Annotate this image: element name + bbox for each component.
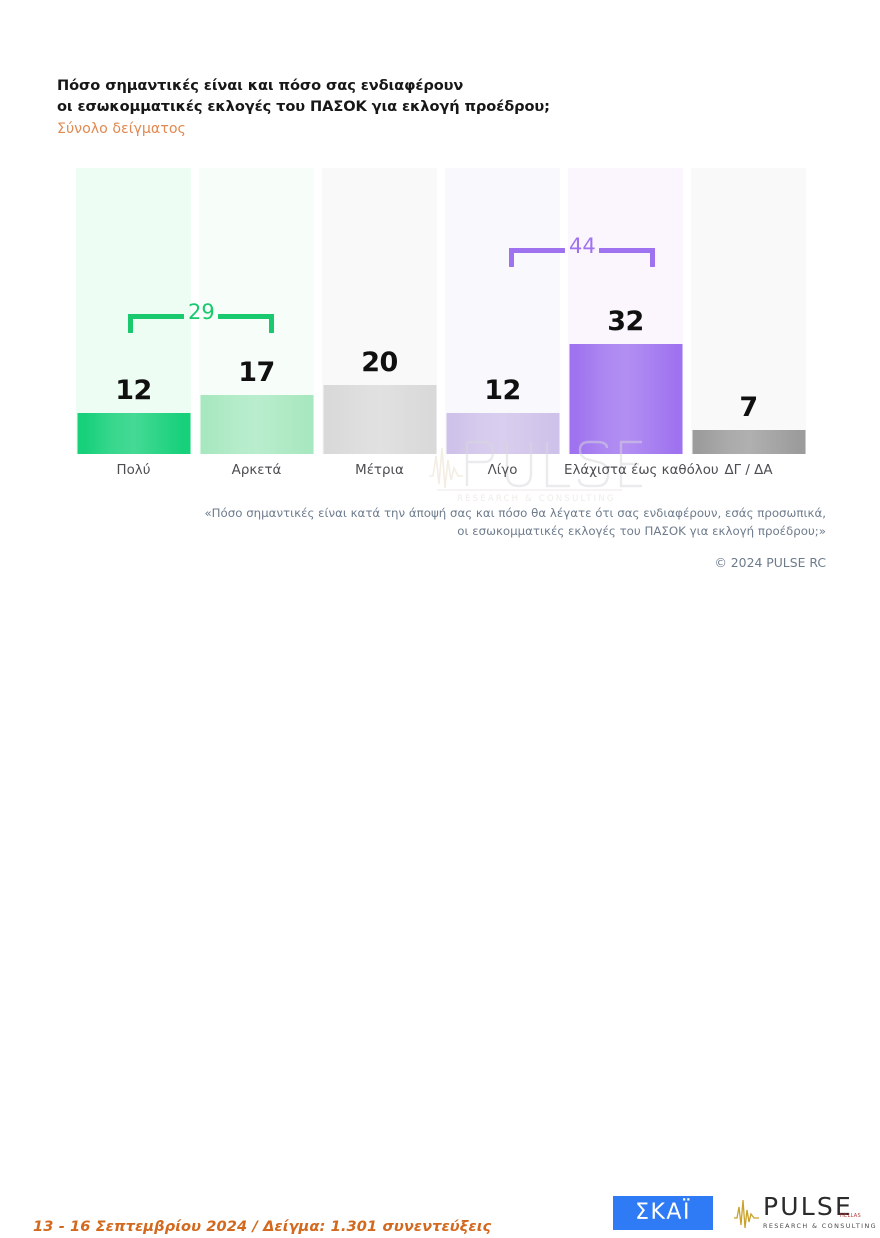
bar-value-label: 12 — [484, 374, 521, 406]
x-axis-label: Αρκετά — [231, 463, 282, 478]
bar[interactable] — [77, 412, 190, 454]
x-axis-label: Πολύ — [116, 463, 151, 478]
bar-value-label: 7 — [739, 391, 758, 423]
title-line-2: οι εσωκομματικές εκλογές του ΠΑΣΟΚ για ε… — [57, 97, 550, 115]
bracket-annotation-44: 44 — [509, 236, 655, 270]
bar[interactable] — [446, 412, 559, 454]
bracket-line-left — [128, 314, 184, 319]
chart-column: 17 — [195, 168, 318, 454]
x-axis-label: Ελάχιστα έως καθόλου — [564, 463, 719, 478]
bracket-label-44: 44 — [569, 234, 596, 258]
bracket-tick-right — [650, 248, 655, 267]
bracket-line-right — [599, 248, 655, 253]
bar-chart: 12 17 20 12 32 7 — [72, 168, 810, 504]
footnote-line-2: οι εσωκομματικές εκλογές του ΠΑΣΟΚ για ε… — [457, 523, 826, 538]
chart-column: 12 — [72, 168, 195, 454]
column-background-panel — [76, 168, 191, 454]
bracket-tick-right — [269, 314, 274, 333]
column-background-panel — [445, 168, 560, 454]
poll-chart-poster: Πόσο σημαντικές είναι και πόσο σας ενδια… — [0, 76, 880, 1235]
pulse-logo-tagline: RESEARCH & CONSULTING — [763, 1222, 877, 1230]
x-axis-labels: Πολύ Αρκετά Μέτρια Λίγο Ελάχιστα έως καθόλου… — [72, 462, 810, 486]
footnote-line-1: «Πόσο σημαντικές είναι κατά την άποψή σα… — [204, 506, 826, 520]
skai-logo-text: ΣΚΑΪ — [635, 1200, 691, 1225]
bar[interactable] — [692, 429, 805, 454]
chart-column: 12 — [441, 168, 564, 454]
footer-bar: 13 - 16 Σεπτεμβρίου 2024 / Δείγμα: 1.301… — [0, 596, 880, 1235]
bar[interactable] — [323, 385, 436, 454]
title-line-1: Πόσο σημαντικές είναι και πόσο σας ενδια… — [57, 77, 464, 94]
pulse-logo: PULSE RESEARCH & CONSULTING HELLAS — [733, 1194, 876, 1234]
chart-column: 32 — [564, 168, 687, 454]
pulse-logo-badge: HELLAS — [840, 1213, 861, 1219]
bar-value-label: 20 — [361, 347, 398, 378]
bar-value-label: 12 — [115, 374, 152, 406]
fieldwork-date-and-sample: 13 - 16 Σεπτεμβρίου 2024 / Δείγμα: 1.301… — [33, 1218, 492, 1235]
bracket-annotation-29: 29 — [128, 302, 274, 336]
chart-column: 7 — [687, 168, 810, 454]
skai-logo: ΣΚΑΪ — [613, 1196, 713, 1230]
subtitle-sample-scope: Σύνολο δείγματος — [57, 121, 186, 137]
bar-value-label: 32 — [607, 305, 644, 337]
bracket-tick-left — [509, 248, 514, 267]
question-footnote: «Πόσο σημαντικές είναι κατά την άποψή σα… — [150, 505, 826, 540]
chart-column: 20 — [318, 168, 441, 454]
x-axis-label: Μέτρια — [355, 463, 404, 478]
bracket-tick-left — [128, 314, 133, 333]
bar[interactable] — [200, 395, 313, 454]
bracket-line-right — [218, 314, 274, 319]
x-axis-label: ΔΓ / ΔΑ — [724, 463, 773, 478]
page-title: Πόσο σημαντικές είναι και πόσο σας ενδια… — [57, 76, 757, 140]
x-axis-label: Λίγο — [487, 463, 518, 478]
bracket-line-left — [509, 248, 565, 253]
bracket-label-29: 29 — [188, 300, 215, 324]
column-background-panel — [691, 168, 806, 454]
svg-text:RESEARCH & CONSULTING: RESEARCH & CONSULTING — [457, 494, 616, 504]
bar[interactable] — [569, 343, 682, 454]
bar-value-label: 17 — [238, 357, 275, 389]
copyright-text: © 2024 PULSE RC — [714, 555, 826, 570]
